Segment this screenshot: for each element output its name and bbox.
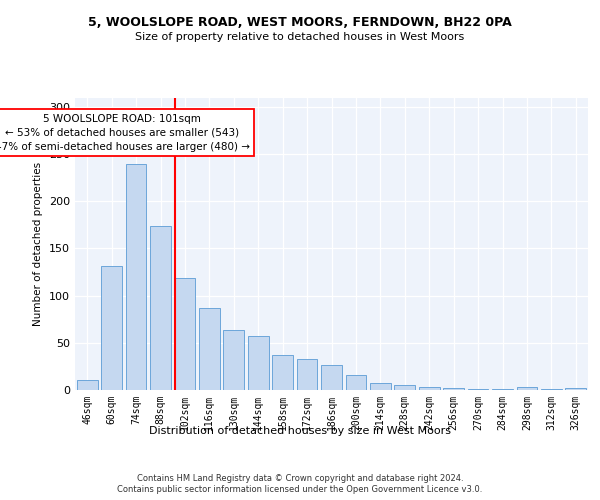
Bar — [223, 330, 244, 390]
Bar — [394, 386, 415, 390]
Bar — [321, 366, 342, 390]
Text: 5, WOOLSLOPE ROAD, WEST MOORS, FERNDOWN, BH22 0PA: 5, WOOLSLOPE ROAD, WEST MOORS, FERNDOWN,… — [88, 16, 512, 29]
Bar — [565, 388, 586, 390]
Bar — [541, 389, 562, 390]
Bar — [248, 336, 269, 390]
Bar — [419, 387, 440, 390]
Bar — [272, 355, 293, 390]
Text: Distribution of detached houses by size in West Moors: Distribution of detached houses by size … — [149, 426, 451, 436]
Bar — [296, 359, 317, 390]
Bar — [150, 226, 171, 390]
Bar — [517, 387, 538, 390]
Text: Size of property relative to detached houses in West Moors: Size of property relative to detached ho… — [136, 32, 464, 42]
Bar — [346, 375, 367, 390]
Bar — [370, 384, 391, 390]
Bar — [467, 389, 488, 390]
Bar — [199, 308, 220, 390]
Bar — [175, 278, 196, 390]
Text: Contains HM Land Registry data © Crown copyright and database right 2024.
Contai: Contains HM Land Registry data © Crown c… — [118, 474, 482, 494]
Bar — [443, 388, 464, 390]
Bar — [77, 380, 98, 390]
Text: 5 WOOLSLOPE ROAD: 101sqm
← 53% of detached houses are smaller (543)
47% of semi-: 5 WOOLSLOPE ROAD: 101sqm ← 53% of detach… — [0, 114, 250, 152]
Bar — [492, 389, 513, 390]
Bar — [125, 164, 146, 390]
Bar — [101, 266, 122, 390]
Y-axis label: Number of detached properties: Number of detached properties — [34, 162, 43, 326]
